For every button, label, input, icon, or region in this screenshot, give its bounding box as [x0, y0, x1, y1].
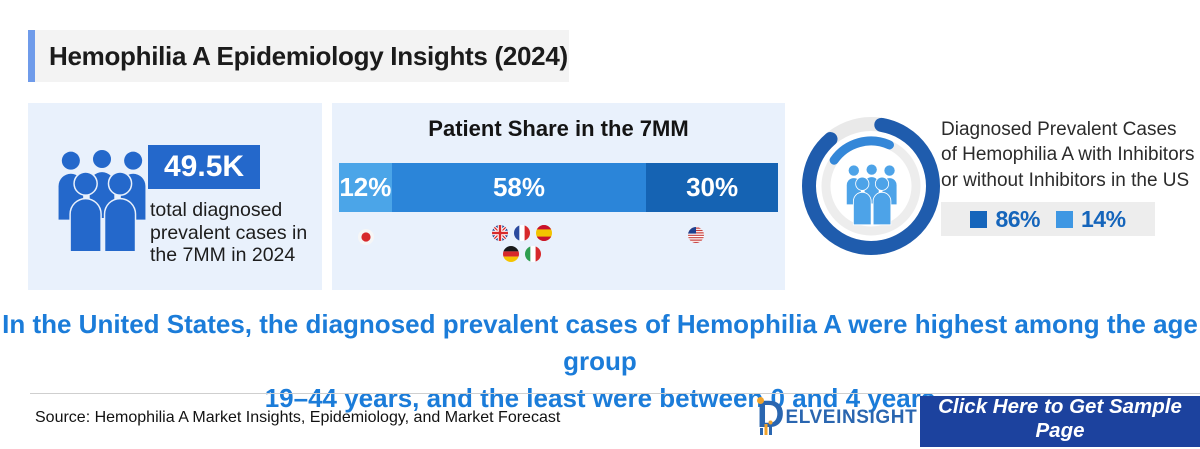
get-sample-page-button[interactable]: Click Here to Get Sample Page — [920, 395, 1200, 447]
bar-segment-label: 12% — [339, 172, 392, 202]
france-flag-icon — [514, 225, 530, 241]
japan-flag-icon — [358, 229, 374, 245]
legend-label: 86% — [995, 205, 1040, 232]
people-group-icon — [58, 150, 146, 251]
segment-flags-us — [688, 227, 704, 243]
logo-orange-dot-icon — [757, 397, 764, 404]
logo-wordmark: ELVEINSIGHT — [785, 407, 918, 429]
segment-flags-eu — [478, 225, 566, 262]
segment-flags-japan — [358, 229, 374, 245]
delveinsight-logo: D ELVEINSIGHT — [757, 396, 918, 436]
logo-bar-chart-icon — [760, 420, 773, 436]
key-insight-headline: In the United States, the diagnosed prev… — [0, 306, 1200, 417]
inhibitors-donut-chart — [802, 117, 940, 255]
legend-label: 14% — [1081, 205, 1126, 232]
legend-swatch — [970, 210, 988, 228]
us-flag-icon — [688, 227, 704, 243]
donut-arc-86 — [802, 117, 940, 255]
uk-flag-icon — [492, 225, 508, 241]
donut-arc-14 — [821, 136, 921, 236]
people-group-icon — [846, 164, 897, 226]
legend-item-without-inhibitors: 14% — [1056, 206, 1126, 233]
stat-value-badge: 49.5K — [148, 145, 261, 189]
bar-segment-japan: 12% — [339, 163, 392, 212]
patient-share-panel: Patient Share in the 7MM 12% 58% 30% — [332, 103, 785, 290]
italy-flag-icon — [525, 246, 541, 262]
stat-description: total diagnosed prevalent cases in the 7… — [150, 199, 308, 267]
legend-item-with-inhibitors: 86% — [970, 206, 1040, 233]
germany-flag-icon — [503, 246, 519, 262]
patient-share-stacked-bar: 12% 58% 30% — [339, 163, 778, 212]
bar-segment-us: 30% — [646, 163, 778, 212]
flag-row — [492, 225, 552, 241]
patient-share-title: Patient Share in the 7MM — [428, 116, 689, 141]
spain-flag-icon — [536, 225, 552, 241]
bar-segment-eu: 58% — [391, 163, 647, 212]
source-text: Source: Hemophilia A Market Insights, Ep… — [35, 409, 561, 426]
headline-line-2: 19–44 years, and the least were between … — [264, 382, 936, 413]
footer-divider — [30, 393, 1200, 394]
title-box: Hemophilia A Epidemiology Insights (2024… — [35, 30, 569, 82]
bar-segment-label: 30% — [686, 172, 739, 202]
bar-segment-label: 58% — [492, 172, 545, 202]
cta-label: Click Here to Get Sample Page — [938, 395, 1182, 442]
title-bar: Hemophilia A Epidemiology Insights (2024… — [28, 30, 569, 82]
inhibitors-legend: 86% 14% — [941, 202, 1155, 236]
flag-row — [503, 246, 541, 262]
title-accent-bar — [28, 30, 35, 82]
inhibitors-description: Diagnosed Prevalent Cases of Hemophilia … — [941, 119, 1195, 191]
legend-swatch — [1056, 210, 1073, 228]
page-title: Hemophilia A Epidemiology Insights (2024… — [49, 40, 568, 71]
headline-line-1: In the United States, the diagnosed prev… — [2, 309, 1198, 376]
total-cases-panel: 49.5K total diagnosed prevalent cases in… — [28, 103, 322, 290]
